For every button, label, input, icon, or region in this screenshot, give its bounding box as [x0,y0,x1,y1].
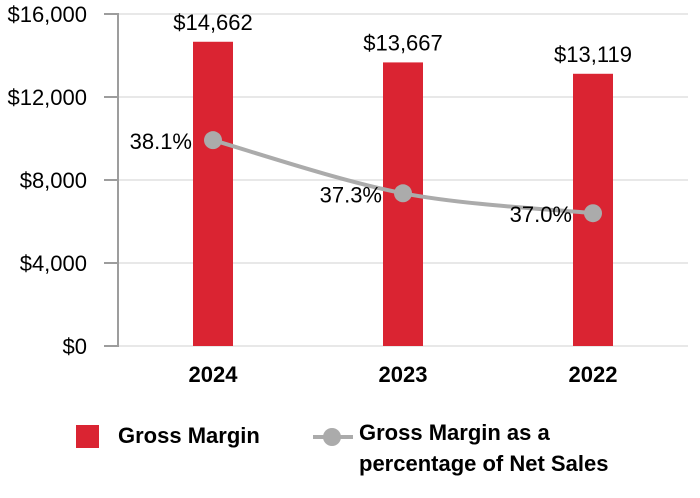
x-category-label: 2022 [569,362,618,387]
y-axis-label: $12,000 [7,85,87,110]
bar-value-label: $14,662 [173,10,253,35]
line-dot-icon [313,428,353,446]
legend-item-gross-margin: Gross Margin [76,423,260,451]
bar-2023 [383,62,423,346]
y-axis-label: $16,000 [7,2,87,27]
y-axis-label: $0 [63,334,87,359]
gross-margin-swatch-icon [76,425,99,448]
bar-2024 [193,41,233,347]
legend-item-gross-margin-pct: Gross Margin as a percentage of Net Sale… [313,420,617,479]
legend-label-gross-margin: Gross Margin [118,423,260,448]
trend-point-label: 37.0% [510,202,572,227]
trend-point-2022 [584,204,602,223]
legend-label-gross-margin-pct: Gross Margin as a percentage of Net Sale… [359,420,609,476]
y-axis-label: $4,000 [20,251,87,276]
x-category-label: 2024 [189,362,239,387]
trend-point-label: 37.3% [320,182,382,207]
bar-value-label: $13,119 [554,42,632,67]
chart-canvas: $0 $4,000 $8,000 $12,000 $16,000 $14,662 2024 $… [7,2,688,387]
trend-point-2023 [394,184,412,203]
y-axis-label: $8,000 [20,168,87,193]
trend-point-2024 [204,131,222,150]
trend-point-label: 38.1% [130,129,192,154]
bar-value-label: $13,667 [363,30,443,55]
chart-legend: Gross Margin Gross Margin as a percentag… [76,420,656,488]
x-category-label: 2023 [379,362,428,387]
